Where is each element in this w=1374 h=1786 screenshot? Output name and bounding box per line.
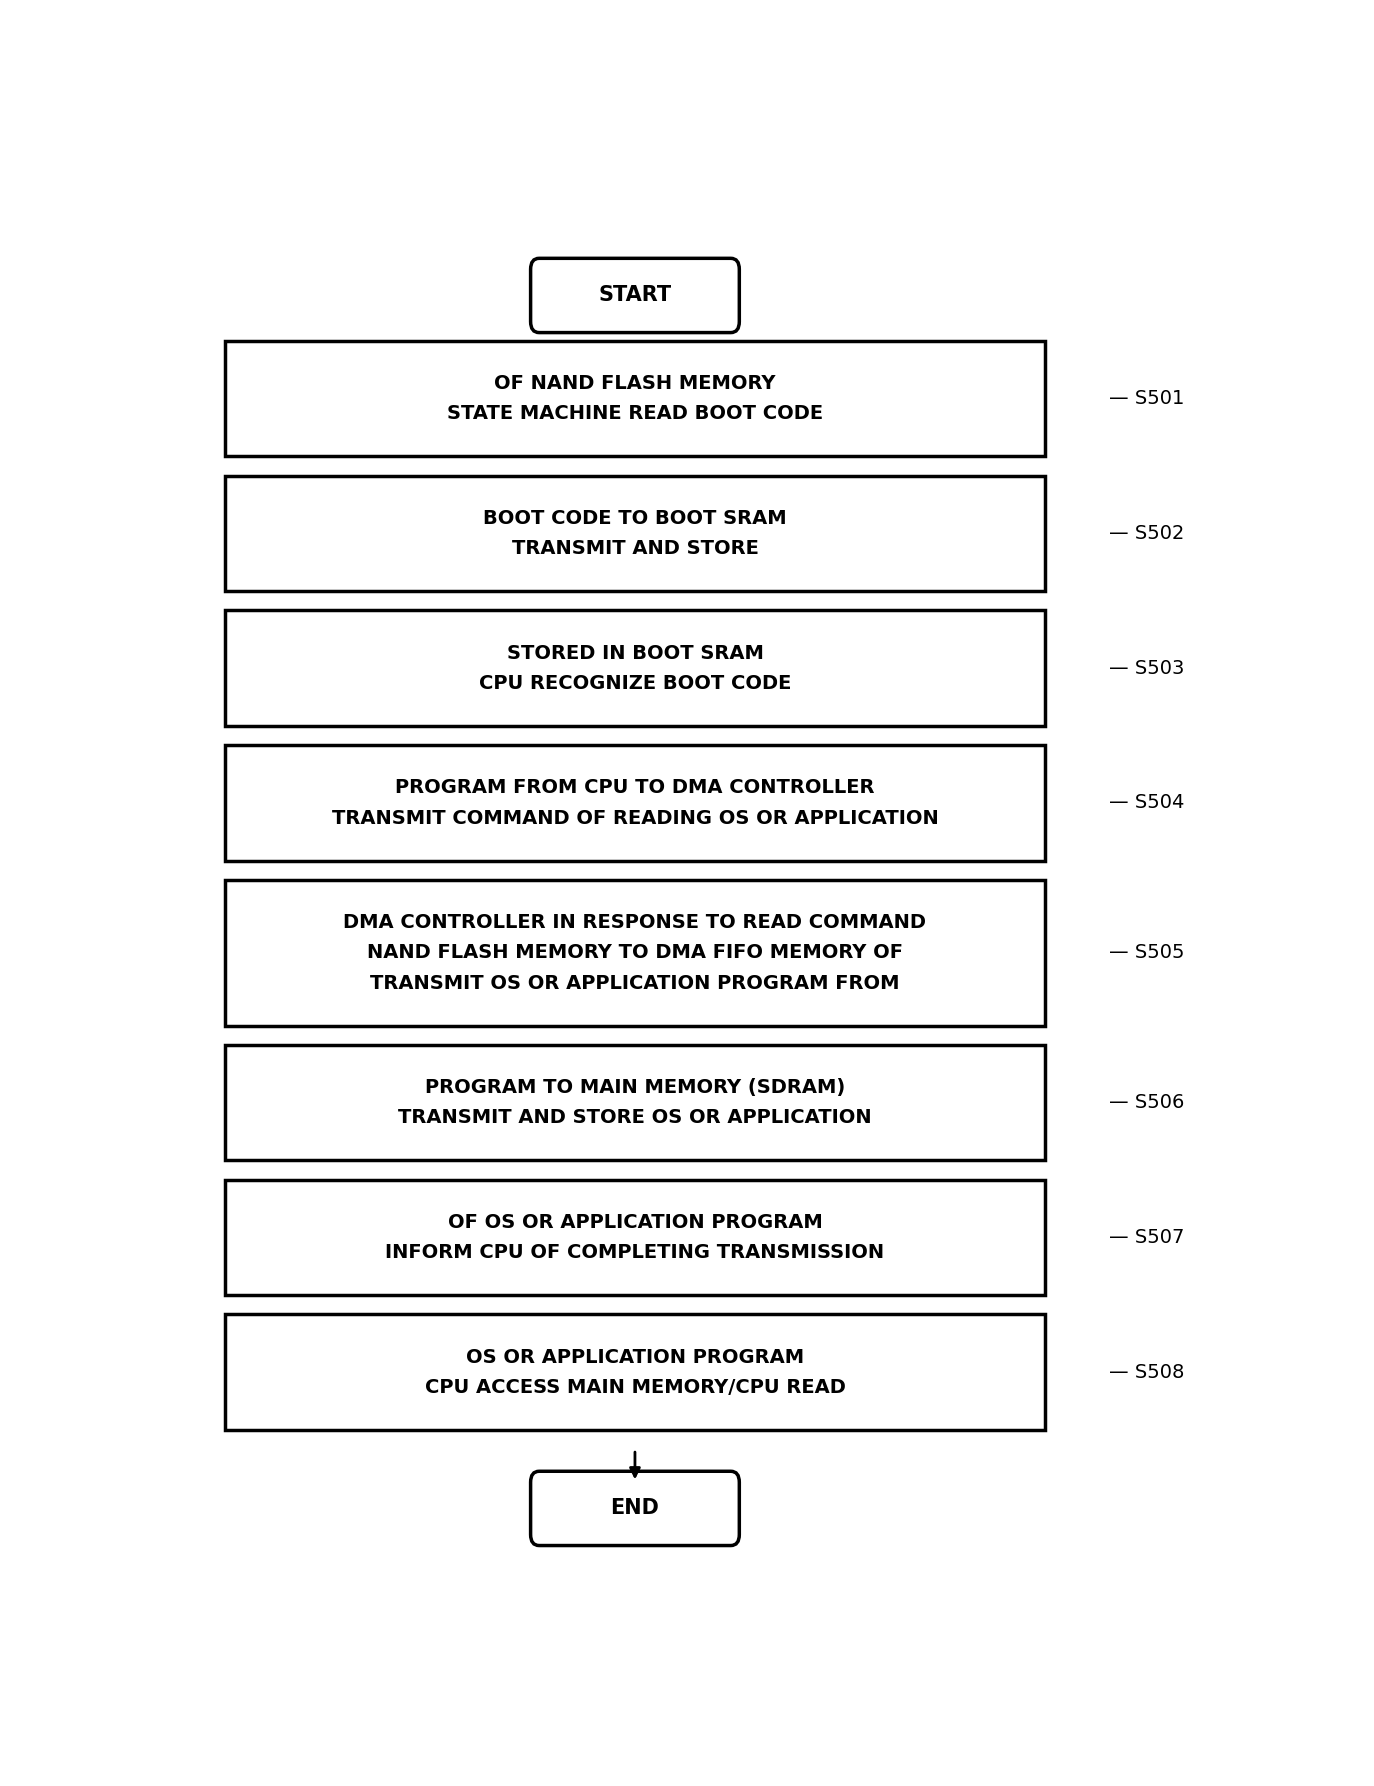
Text: — S504: — S504 (1109, 793, 1184, 813)
Text: PROGRAM TO MAIN MEMORY (SDRAM): PROGRAM TO MAIN MEMORY (SDRAM) (425, 1079, 845, 1097)
Text: — S503: — S503 (1109, 659, 1184, 677)
Text: PROGRAM FROM CPU TO DMA CONTROLLER: PROGRAM FROM CPU TO DMA CONTROLLER (396, 779, 875, 797)
Text: BOOT CODE TO BOOT SRAM: BOOT CODE TO BOOT SRAM (484, 509, 787, 527)
Text: START: START (599, 286, 672, 305)
Bar (225, 475, 1046, 591)
FancyBboxPatch shape (530, 259, 739, 332)
Bar (225, 341, 1046, 457)
Text: OF OS OR APPLICATION PROGRAM: OF OS OR APPLICATION PROGRAM (448, 1213, 822, 1232)
Bar (225, 880, 1046, 1025)
Text: TRANSMIT COMMAND OF READING OS OR APPLICATION: TRANSMIT COMMAND OF READING OS OR APPLIC… (331, 809, 938, 827)
Text: TRANSMIT OS OR APPLICATION PROGRAM FROM: TRANSMIT OS OR APPLICATION PROGRAM FROM (370, 973, 900, 993)
Text: TRANSMIT AND STORE OS OR APPLICATION: TRANSMIT AND STORE OS OR APPLICATION (398, 1109, 871, 1127)
Text: INFORM CPU OF COMPLETING TRANSMISSION: INFORM CPU OF COMPLETING TRANSMISSION (385, 1243, 885, 1263)
Text: — S506: — S506 (1109, 1093, 1184, 1113)
Text: — S508: — S508 (1109, 1363, 1184, 1382)
Text: — S507: — S507 (1109, 1229, 1184, 1247)
Text: CPU RECOGNIZE BOOT CODE: CPU RECOGNIZE BOOT CODE (478, 673, 791, 693)
Text: — S501: — S501 (1109, 389, 1184, 407)
Text: CPU ACCESS MAIN MEMORY/CPU READ: CPU ACCESS MAIN MEMORY/CPU READ (425, 1377, 845, 1397)
Text: OS OR APPLICATION PROGRAM: OS OR APPLICATION PROGRAM (466, 1348, 804, 1366)
Bar (225, 1181, 1046, 1295)
Bar (225, 1314, 1046, 1431)
Text: DMA CONTROLLER IN RESPONSE TO READ COMMAND: DMA CONTROLLER IN RESPONSE TO READ COMMA… (344, 913, 926, 932)
Text: — S502: — S502 (1109, 523, 1184, 543)
Text: — S505: — S505 (1109, 943, 1184, 963)
Bar (225, 1045, 1046, 1161)
Text: STORED IN BOOT SRAM: STORED IN BOOT SRAM (507, 643, 764, 663)
Text: STATE MACHINE READ BOOT CODE: STATE MACHINE READ BOOT CODE (447, 404, 823, 423)
FancyBboxPatch shape (530, 1472, 739, 1545)
Text: NAND FLASH MEMORY TO DMA FIFO MEMORY OF: NAND FLASH MEMORY TO DMA FIFO MEMORY OF (367, 943, 903, 963)
Bar (225, 745, 1046, 861)
Text: OF NAND FLASH MEMORY: OF NAND FLASH MEMORY (495, 373, 776, 393)
Text: TRANSMIT AND STORE: TRANSMIT AND STORE (511, 539, 758, 557)
Text: END: END (610, 1498, 660, 1518)
Bar (225, 611, 1046, 725)
